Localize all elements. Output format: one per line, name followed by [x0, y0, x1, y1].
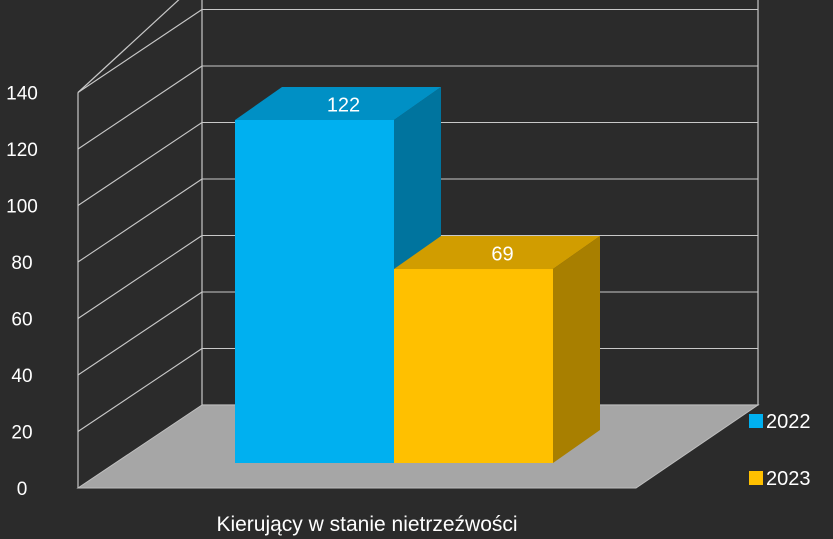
y-tick-label: 0: [17, 479, 28, 500]
y-tick-label: 80: [11, 253, 32, 274]
bar-front-face: [235, 120, 394, 463]
legend-item-2022[interactable]: 2022: [749, 411, 811, 433]
gridline-side: [77, 9, 203, 93]
legend-swatch: [749, 414, 763, 428]
y-tick-label: 100: [6, 197, 38, 218]
gridline-side: [77, 178, 203, 263]
data-label: 69: [491, 244, 513, 266]
bar-side-face: [553, 236, 600, 463]
side-wall-top-edge: [77, 0, 180, 93]
y-tick-label: 140: [6, 84, 38, 105]
bar-2022: [235, 87, 441, 463]
bar-front-face: [394, 269, 553, 463]
gridline-side: [77, 291, 203, 376]
data-label: 122: [327, 95, 360, 117]
y-tick-label: 40: [11, 366, 32, 387]
bars-group: [235, 87, 600, 463]
legend[interactable]: 2022 2023: [749, 411, 811, 490]
gridline-side: [77, 65, 203, 150]
legend-label: 2023: [766, 468, 811, 490]
gridline-side: [77, 122, 203, 206]
legend-swatch: [749, 471, 763, 485]
bar-2023: [394, 236, 600, 463]
gridline-side: [77, 348, 203, 432]
legend-label: 2022: [766, 411, 811, 433]
y-tick-label: 120: [6, 140, 38, 161]
y-tick-label: 60: [11, 310, 32, 331]
data-labels: 122 69: [327, 95, 514, 266]
category-label: Kierujący w stanie nietrzeźwości: [216, 513, 517, 536]
y-axis: 0 20 40 60 80 100 120 140: [6, 84, 38, 501]
legend-item-2023[interactable]: 2023: [749, 468, 811, 490]
y-tick-label: 20: [11, 423, 32, 444]
gridline-side: [77, 235, 203, 319]
bar-top-face: [394, 236, 600, 270]
bar-top-face: [235, 87, 441, 120]
